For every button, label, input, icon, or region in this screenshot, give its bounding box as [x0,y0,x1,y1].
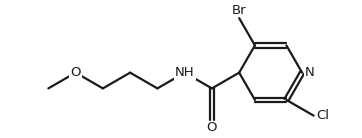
Text: Br: Br [232,4,247,17]
Text: NH: NH [175,66,194,79]
Text: O: O [207,121,217,134]
Text: N: N [305,66,314,79]
Text: Cl: Cl [316,109,329,122]
Text: O: O [70,66,81,79]
